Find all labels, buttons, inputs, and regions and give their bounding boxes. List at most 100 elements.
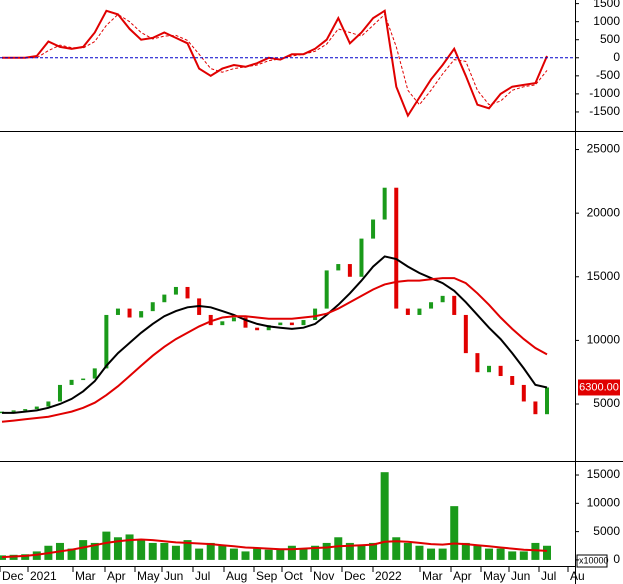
volume-bar [392, 537, 401, 560]
candle [336, 264, 341, 271]
candle [371, 219, 376, 239]
multiplier-box [576, 554, 608, 568]
candle [417, 308, 422, 315]
candle [208, 314, 213, 326]
x-tick-label: Sep [256, 569, 278, 583]
candle [185, 286, 190, 299]
y-tick-label: 500 [600, 32, 620, 46]
x-tick-label: Jul [195, 569, 210, 583]
volume-bar [113, 537, 122, 560]
candle [220, 321, 225, 326]
volume-bar [90, 542, 99, 560]
volume-bar [253, 548, 262, 560]
y-tick-label: 5000 [593, 524, 620, 538]
candle [150, 302, 155, 312]
last-price-box [578, 379, 620, 396]
volume-bar [427, 548, 436, 560]
volume-bar [461, 542, 470, 560]
candle [289, 322, 294, 326]
x-tick-label: Apr [107, 569, 126, 583]
volume-bar [543, 545, 551, 560]
y-tick-label: -500 [596, 68, 620, 82]
candle [394, 187, 399, 309]
volume-bar [171, 545, 180, 560]
candle [405, 308, 410, 315]
candle [69, 379, 74, 385]
volume-bar [496, 548, 505, 560]
y-tick-label: 1000 [593, 14, 620, 28]
x-tick-label: Aug [226, 569, 247, 583]
candle [533, 401, 538, 415]
candle [46, 401, 51, 407]
x-tick-label: May [137, 569, 160, 583]
volume-average [1, 538, 548, 559]
x-tick-label: 2022 [375, 569, 402, 583]
volume-bar [102, 531, 111, 560]
candle [324, 270, 329, 309]
candle [162, 294, 167, 303]
x-tick-label: Oct [284, 569, 303, 583]
x-tick-label: May [483, 569, 506, 583]
multiplier-label: x10000 [579, 555, 609, 565]
x-tick-label: Jun [164, 569, 183, 583]
last-price-label: 6300.00 [579, 381, 619, 393]
moving-average [1, 277, 548, 423]
volume-bar [299, 548, 308, 560]
volume-bar [357, 545, 366, 560]
volume-bar [195, 548, 204, 560]
candle [173, 286, 178, 295]
candle [231, 317, 236, 322]
candle [475, 353, 480, 373]
y-tick-label: 15000 [587, 269, 621, 283]
volume-bar [508, 551, 517, 560]
x-tick-label: Dec [344, 569, 365, 583]
y-tick-label: 1500 [593, 0, 620, 10]
candle [11, 410, 16, 412]
candle [139, 311, 144, 318]
volume-bar [137, 540, 146, 560]
candle [510, 376, 515, 385]
volume-bar [67, 548, 76, 560]
candle [301, 320, 306, 326]
y-tick-label: 10000 [587, 333, 621, 347]
candle [487, 365, 492, 373]
x-tick-label: Jun [511, 569, 530, 583]
moving-average [2, 255, 548, 414]
volume-bar [369, 542, 378, 560]
x-tick-label: Au [570, 569, 585, 583]
volume-bar [473, 545, 482, 560]
volume-bar [380, 472, 389, 560]
x-tick-label: Apr [453, 569, 472, 583]
volume-bar [311, 545, 320, 560]
candle [429, 302, 434, 309]
y-tick-label: -1500 [589, 104, 620, 118]
x-tick-label: Jul [541, 569, 556, 583]
volume-bar [21, 554, 30, 560]
oscillator-line [2, 9, 548, 118]
volume-bar [218, 545, 227, 560]
candle [57, 384, 62, 402]
candle [127, 308, 132, 318]
volume-bar [148, 542, 157, 560]
volume-bar [403, 542, 412, 560]
volume-bar [183, 540, 192, 560]
candle [521, 384, 526, 402]
volume-bar [241, 551, 250, 560]
y-tick-label: 15000 [587, 467, 621, 481]
y-tick-label: 5000 [593, 396, 620, 410]
volume-bar [79, 540, 88, 560]
y-tick-label: 20000 [587, 205, 621, 219]
y-tick-label: -1000 [589, 86, 620, 100]
volume-bar [264, 549, 273, 560]
volume-bar [229, 548, 238, 560]
x-tick-label: 2021 [30, 569, 57, 583]
y-tick-label: 10000 [587, 495, 621, 509]
candle [92, 368, 97, 379]
volume-bar [276, 548, 285, 560]
candle [115, 308, 120, 315]
y-tick-label: 25000 [587, 142, 621, 156]
candle [359, 238, 364, 277]
x-tick-label: Mar [422, 569, 443, 583]
candle [440, 295, 445, 303]
